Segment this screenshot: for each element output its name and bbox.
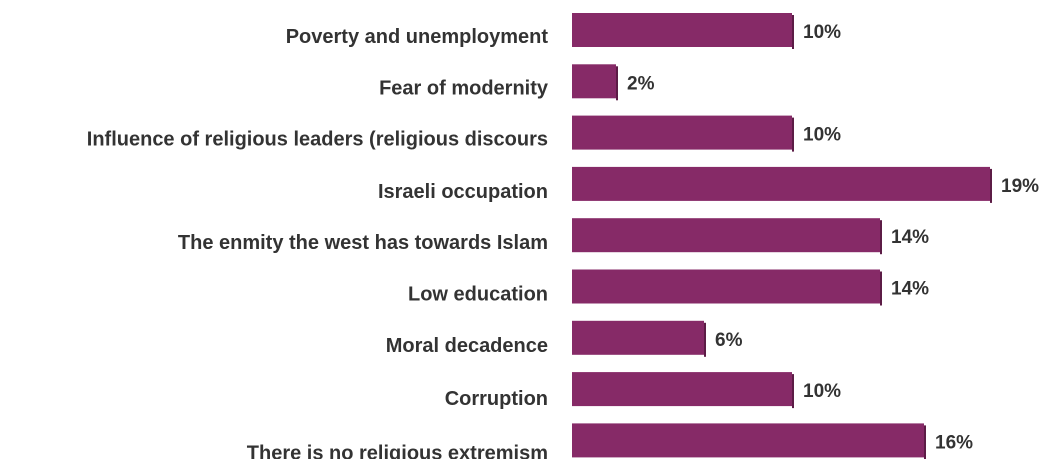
value-label-1: 2% [627,73,655,94]
category-label-8: There is no religious extremism [247,442,548,459]
value-labels: 10% 2% 10% 19% 14% 14% 6% 10% 16% [627,22,1039,453]
value-label-8: 16% [935,432,973,453]
value-label-2: 10% [803,125,841,146]
bar-6 [572,320,704,355]
category-label-5: Low education [408,284,548,306]
category-label-0: Poverty and unemployment [286,26,549,48]
category-label-1: Fear of modernity [379,77,549,99]
bar-shadow-8 [924,425,926,459]
bar-2 [572,115,792,150]
bar-shadow-7 [792,374,794,409]
value-label-7: 10% [803,381,841,402]
bar-0 [572,13,792,47]
category-label-6: Moral decadence [386,335,548,357]
bar-shadow-5 [880,271,882,306]
category-labels: Poverty and unemployment Fear of modernit… [87,26,549,459]
value-label-0: 10% [803,22,841,43]
bar-shadow-3 [990,168,992,203]
bar-5 [572,269,880,304]
bar-shadow-2 [792,117,794,152]
category-label-2: Influence of religious leaders (religiou… [87,129,548,151]
bar-7 [572,372,792,407]
bar-shadow-6 [704,322,706,357]
bar-shadow-4 [880,220,882,255]
bar-4 [572,218,880,253]
value-label-4: 14% [891,227,929,248]
bar-shadow-1 [616,66,618,101]
category-label-4: The enmity the west has towards Islam [178,232,548,254]
bar-1 [572,64,616,99]
bar-3 [572,166,990,201]
value-label-3: 19% [1001,176,1039,197]
bar-8 [572,423,924,458]
bars-group [572,13,992,459]
bar-shadow-0 [792,15,794,49]
category-label-7: Corruption [445,388,548,410]
value-label-6: 6% [715,330,743,351]
category-label-3: Israeli occupation [378,181,548,203]
value-label-5: 14% [891,279,929,300]
